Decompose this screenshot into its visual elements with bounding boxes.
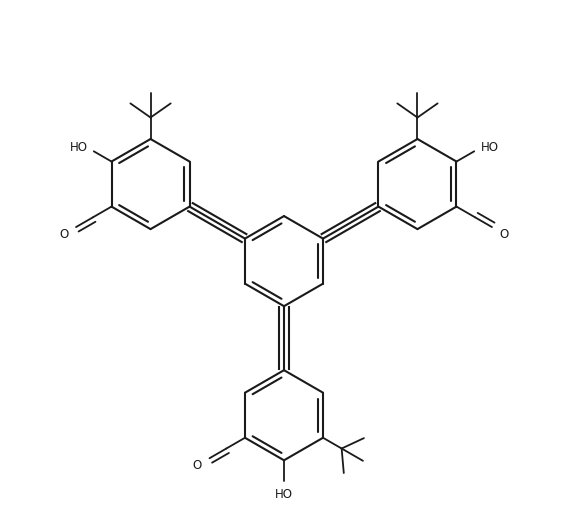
Text: HO: HO <box>69 141 87 154</box>
Text: HO: HO <box>481 141 499 154</box>
Text: HO: HO <box>275 488 293 501</box>
Text: O: O <box>500 228 509 241</box>
Text: O: O <box>193 459 202 472</box>
Text: O: O <box>59 228 68 241</box>
